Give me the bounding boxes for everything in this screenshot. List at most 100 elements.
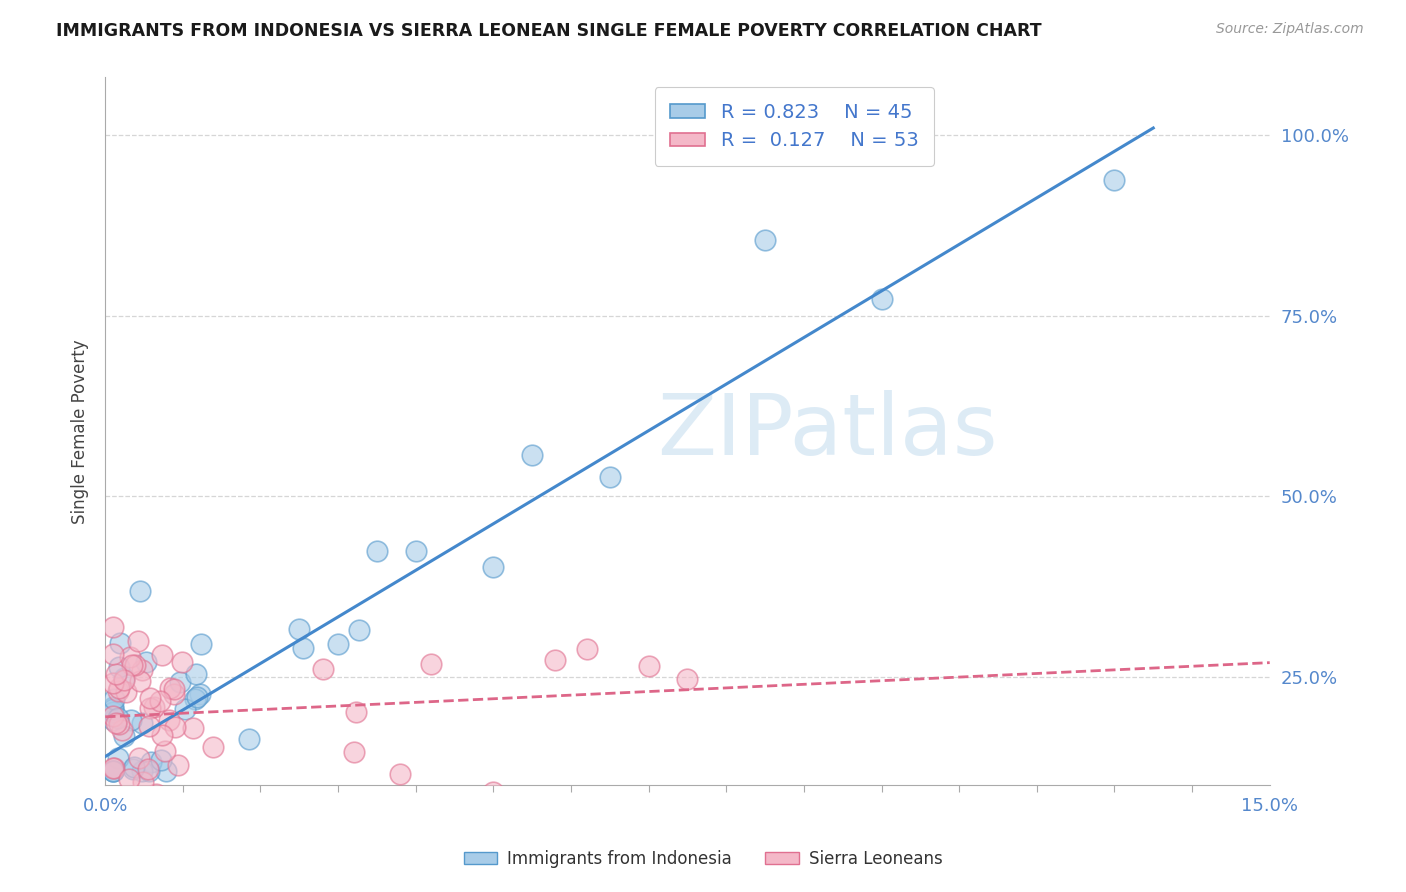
Point (326, 637, 349, 651)
Point (112, 730, 135, 744)
Point (544, 653, 567, 667)
Point (870, 292, 893, 306)
Point (101, 700, 124, 714)
Point (122, 760, 145, 774)
Point (108, 636, 131, 650)
Point (112, 673, 135, 687)
Point (101, 761, 124, 775)
Point (676, 672, 699, 686)
Point (138, 701, 160, 715)
Point (120, 714, 142, 728)
Y-axis label: Single Female Poverty: Single Female Poverty (72, 339, 89, 524)
Point (343, 745, 366, 759)
Point (149, 694, 172, 708)
Point (108, 660, 131, 674)
Point (139, 690, 162, 705)
Point (150, 753, 173, 767)
Text: Source: ZipAtlas.com: Source: ZipAtlas.com (1216, 22, 1364, 37)
Point (637, 659, 659, 673)
Point (138, 764, 160, 778)
Point (155, 744, 177, 758)
Point (120, 649, 142, 664)
Point (139, 756, 162, 770)
Point (105, 715, 128, 730)
Point (311, 661, 333, 675)
Text: ZIPatlas: ZIPatlas (657, 390, 997, 473)
Point (186, 690, 208, 705)
Point (101, 714, 124, 728)
Point (188, 687, 211, 701)
Point (170, 655, 193, 669)
Point (292, 641, 315, 656)
Point (103, 692, 125, 706)
Point (155, 764, 177, 778)
Point (107, 751, 129, 765)
Point (129, 583, 152, 598)
Point (522, 448, 544, 462)
Legend: Immigrants from Indonesia, Sierra Leoneans: Immigrants from Indonesia, Sierra Leonea… (457, 844, 949, 875)
Point (121, 658, 143, 673)
Point (101, 709, 124, 723)
Point (389, 766, 412, 780)
Point (128, 750, 150, 764)
Point (482, 560, 505, 574)
Point (344, 705, 367, 719)
Point (754, 233, 776, 247)
Point (131, 715, 153, 730)
Point (107, 684, 129, 698)
Point (288, 623, 311, 637)
Point (174, 702, 197, 716)
Point (112, 671, 135, 685)
Point (111, 723, 134, 738)
Legend: R = 0.823    N = 45, R =  0.127    N = 53: R = 0.823 N = 45, R = 0.127 N = 53 (655, 87, 934, 166)
Point (142, 699, 165, 714)
Point (131, 764, 153, 778)
Point (347, 623, 370, 637)
Point (150, 648, 173, 663)
Point (101, 705, 124, 719)
Point (163, 687, 186, 701)
Point (107, 717, 129, 731)
Point (163, 720, 186, 734)
Point (157, 713, 180, 727)
Point (101, 675, 124, 690)
Point (186, 666, 208, 681)
Point (145, 787, 167, 801)
Point (202, 739, 225, 754)
Point (163, 681, 186, 696)
Point (169, 674, 191, 689)
Point (482, 785, 505, 799)
Point (599, 469, 621, 483)
Point (118, 772, 141, 786)
Point (101, 647, 124, 661)
Point (420, 657, 443, 672)
Point (124, 657, 146, 672)
Point (101, 620, 124, 634)
Point (103, 761, 125, 775)
Point (181, 722, 204, 736)
Point (184, 692, 207, 706)
Point (131, 663, 153, 677)
Point (107, 711, 129, 725)
Point (101, 701, 124, 715)
Point (288, 822, 311, 836)
Point (159, 681, 181, 695)
Point (405, 544, 427, 558)
Text: IMMIGRANTS FROM INDONESIA VS SIERRA LEONEAN SINGLE FEMALE POVERTY CORRELATION CH: IMMIGRANTS FROM INDONESIA VS SIERRA LEON… (56, 22, 1042, 40)
Point (136, 762, 159, 776)
Point (135, 656, 157, 670)
Point (575, 641, 598, 656)
Point (150, 727, 173, 741)
Point (114, 684, 136, 698)
Point (190, 637, 212, 651)
Point (101, 764, 124, 778)
Point (121, 762, 143, 776)
Point (132, 774, 155, 789)
Point (108, 681, 131, 695)
Point (238, 732, 260, 747)
Point (127, 634, 149, 648)
Point (129, 673, 152, 688)
Point (1104, 173, 1126, 187)
Point (101, 764, 124, 778)
Point (167, 758, 190, 772)
